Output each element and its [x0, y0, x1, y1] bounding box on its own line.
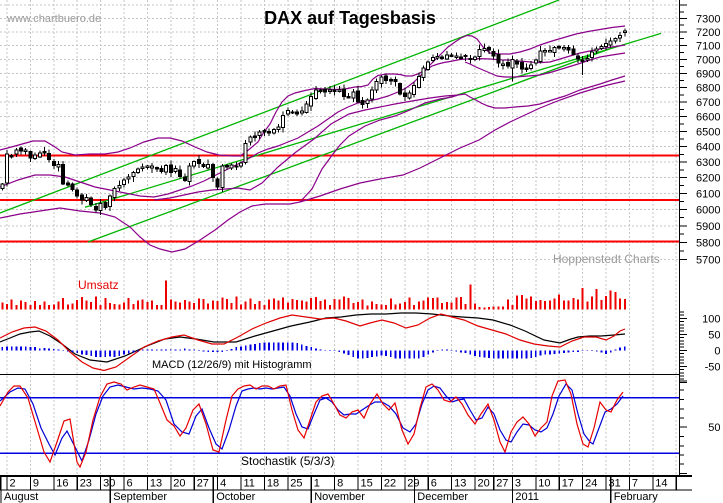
svg-text:DAX auf Tagesbasis: DAX auf Tagesbasis [264, 8, 436, 28]
svg-text:6600: 6600 [696, 112, 720, 124]
svg-text:7200: 7200 [696, 27, 720, 39]
svg-text:6300: 6300 [696, 157, 720, 169]
svg-text:29: 29 [407, 478, 419, 490]
svg-text:24: 24 [585, 478, 597, 490]
svg-text:5700: 5700 [696, 255, 720, 267]
svg-text:15: 15 [361, 478, 373, 490]
svg-text:Umsatz: Umsatz [78, 278, 119, 292]
svg-text:October: October [216, 491, 255, 503]
svg-text:6500: 6500 [696, 127, 720, 139]
svg-text:7: 7 [632, 478, 638, 490]
svg-text:18: 18 [267, 478, 279, 490]
svg-text:13: 13 [454, 478, 466, 490]
svg-text:6700: 6700 [696, 97, 720, 109]
svg-text:6: 6 [431, 478, 437, 490]
svg-text:1: 1 [314, 478, 320, 490]
svg-text:100: 100 [702, 313, 720, 325]
svg-text:27: 27 [496, 478, 508, 490]
svg-text:27: 27 [197, 478, 209, 490]
svg-text:50: 50 [708, 422, 720, 434]
svg-text:www.chartbuero.de: www.chartbuero.de [6, 13, 101, 25]
svg-text:7100: 7100 [696, 41, 720, 53]
svg-text:4: 4 [220, 478, 226, 490]
svg-text:31: 31 [609, 478, 621, 490]
svg-text:30: 30 [103, 478, 115, 490]
svg-text:17: 17 [562, 478, 574, 490]
svg-text:16: 16 [56, 478, 68, 490]
svg-text:25: 25 [290, 478, 302, 490]
svg-text:6200: 6200 [696, 173, 720, 185]
svg-text:7000: 7000 [696, 54, 720, 66]
svg-text:6900: 6900 [696, 68, 720, 80]
svg-text:10: 10 [538, 478, 550, 490]
svg-text:6800: 6800 [696, 83, 720, 95]
svg-text:11: 11 [244, 478, 255, 490]
svg-text:Hoppenstedt Charts: Hoppenstedt Charts [553, 252, 660, 266]
svg-text:23: 23 [80, 478, 92, 490]
svg-text:6100: 6100 [696, 188, 720, 200]
svg-text:2: 2 [10, 478, 16, 490]
svg-text:9: 9 [33, 478, 39, 490]
svg-text:0: 0 [714, 345, 720, 357]
svg-text:3: 3 [515, 478, 521, 490]
svg-text:December: December [417, 491, 468, 503]
svg-text:5900: 5900 [696, 221, 720, 233]
svg-text:14: 14 [655, 478, 667, 490]
svg-text:20: 20 [478, 478, 490, 490]
svg-text:7300: 7300 [696, 14, 720, 26]
svg-text:September: September [113, 491, 167, 503]
svg-text:5800: 5800 [696, 238, 720, 250]
svg-text:6400: 6400 [696, 142, 720, 154]
svg-text:-50: -50 [705, 361, 721, 373]
svg-text:August: August [4, 491, 38, 503]
svg-text:November: November [314, 491, 365, 503]
svg-text:2011: 2011 [515, 491, 539, 503]
svg-text:8: 8 [337, 478, 343, 490]
svg-text:20: 20 [173, 478, 185, 490]
svg-text:MACD (12/26/9) mit Histogramm: MACD (12/26/9) mit Histogramm [152, 359, 312, 371]
svg-text:Stochastik (5/3/3): Stochastik (5/3/3) [241, 454, 334, 468]
svg-text:22: 22 [384, 478, 396, 490]
svg-text:February: February [614, 491, 659, 503]
svg-text:50: 50 [708, 329, 720, 341]
svg-text:13: 13 [150, 478, 162, 490]
svg-text:6: 6 [127, 478, 133, 490]
svg-text:6000: 6000 [696, 205, 720, 217]
